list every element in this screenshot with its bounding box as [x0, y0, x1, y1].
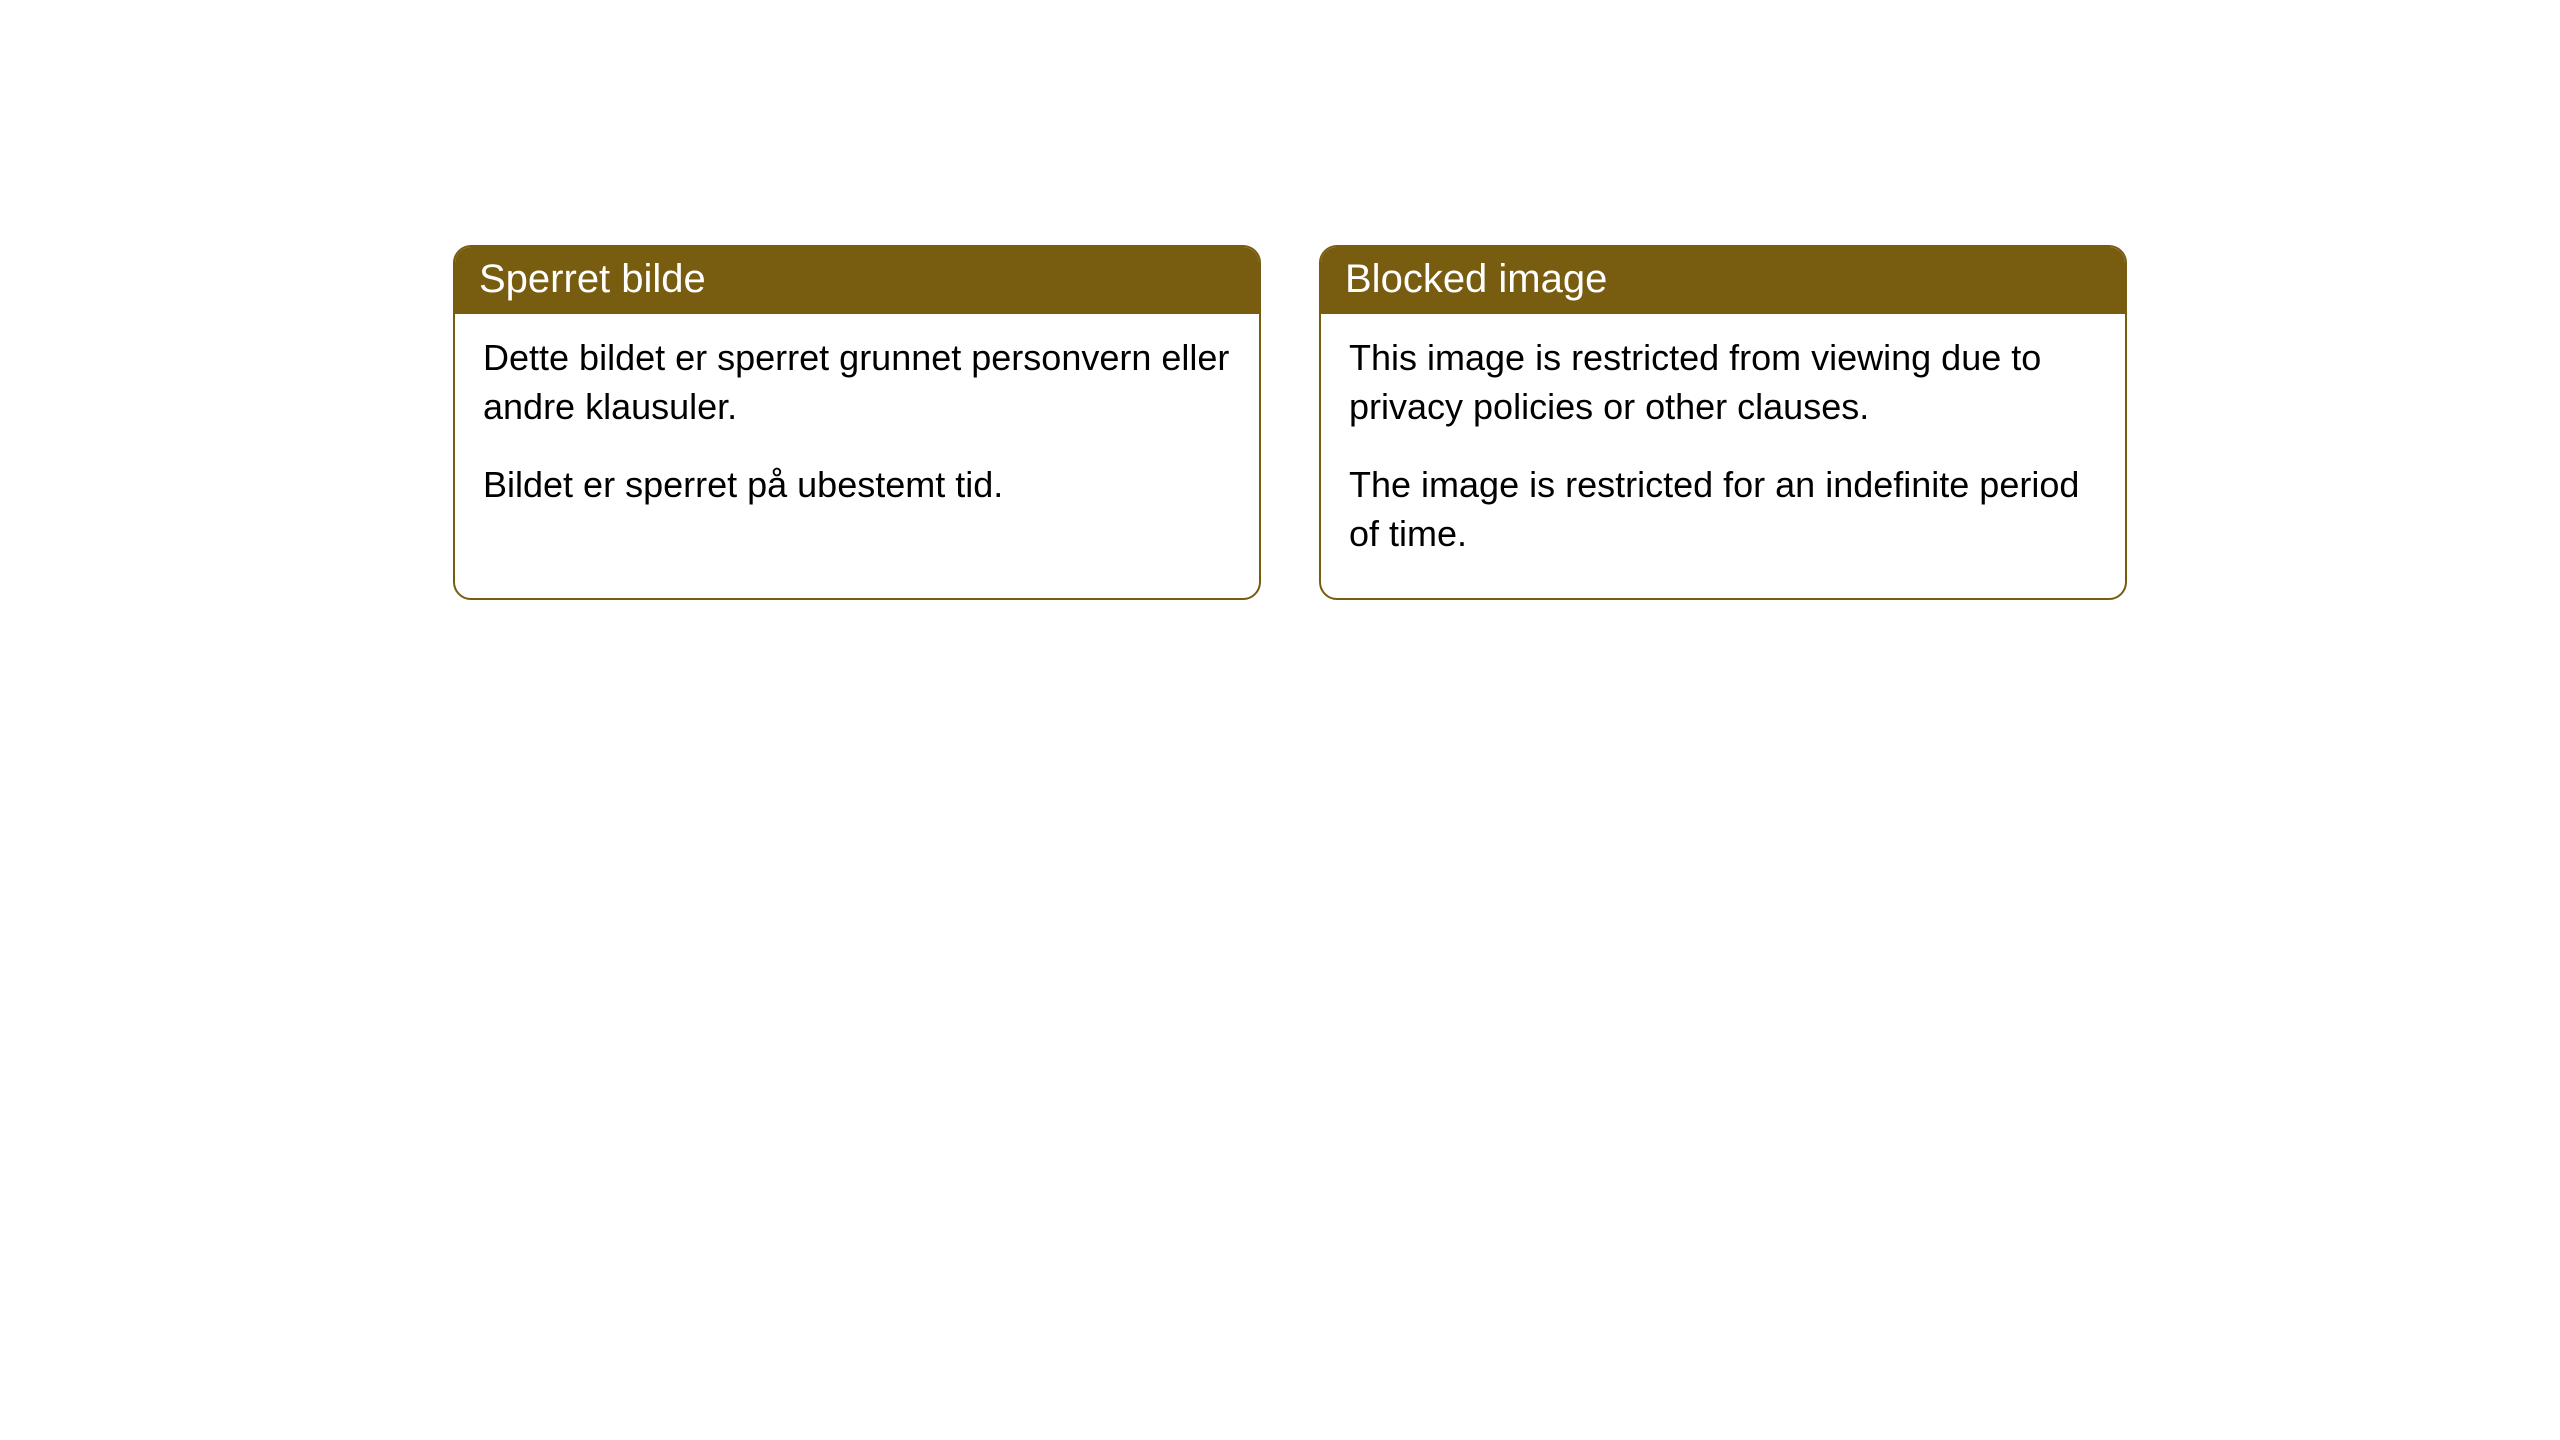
card-paragraph: Bildet er sperret på ubestemt tid. — [483, 461, 1231, 510]
card-paragraph: The image is restricted for an indefinit… — [1349, 461, 2097, 558]
card-paragraph: Dette bildet er sperret grunnet personve… — [483, 334, 1231, 431]
card-title: Sperret bilde — [455, 247, 1259, 314]
card-body: Dette bildet er sperret grunnet personve… — [455, 314, 1259, 550]
blocked-image-card-norwegian: Sperret bilde Dette bildet er sperret gr… — [453, 245, 1261, 600]
cards-container: Sperret bilde Dette bildet er sperret gr… — [453, 245, 2127, 600]
card-title: Blocked image — [1321, 247, 2125, 314]
card-body: This image is restricted from viewing du… — [1321, 314, 2125, 598]
card-paragraph: This image is restricted from viewing du… — [1349, 334, 2097, 431]
blocked-image-card-english: Blocked image This image is restricted f… — [1319, 245, 2127, 600]
